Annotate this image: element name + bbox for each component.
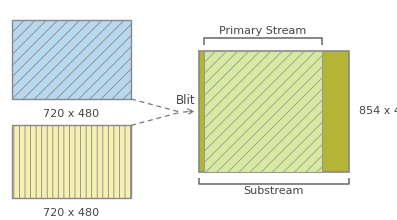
Bar: [12, 20, 131, 99]
Text: 720 x 480: 720 x 480: [43, 109, 100, 119]
Bar: [198, 51, 349, 172]
Bar: [12, 125, 131, 198]
Text: Primary Stream: Primary Stream: [220, 26, 306, 36]
Bar: [204, 51, 322, 172]
Text: Blit: Blit: [176, 94, 195, 107]
Text: Substream: Substream: [244, 186, 304, 196]
Text: 720 x 480: 720 x 480: [43, 208, 100, 218]
Text: 854 x 480: 854 x 480: [359, 106, 397, 116]
